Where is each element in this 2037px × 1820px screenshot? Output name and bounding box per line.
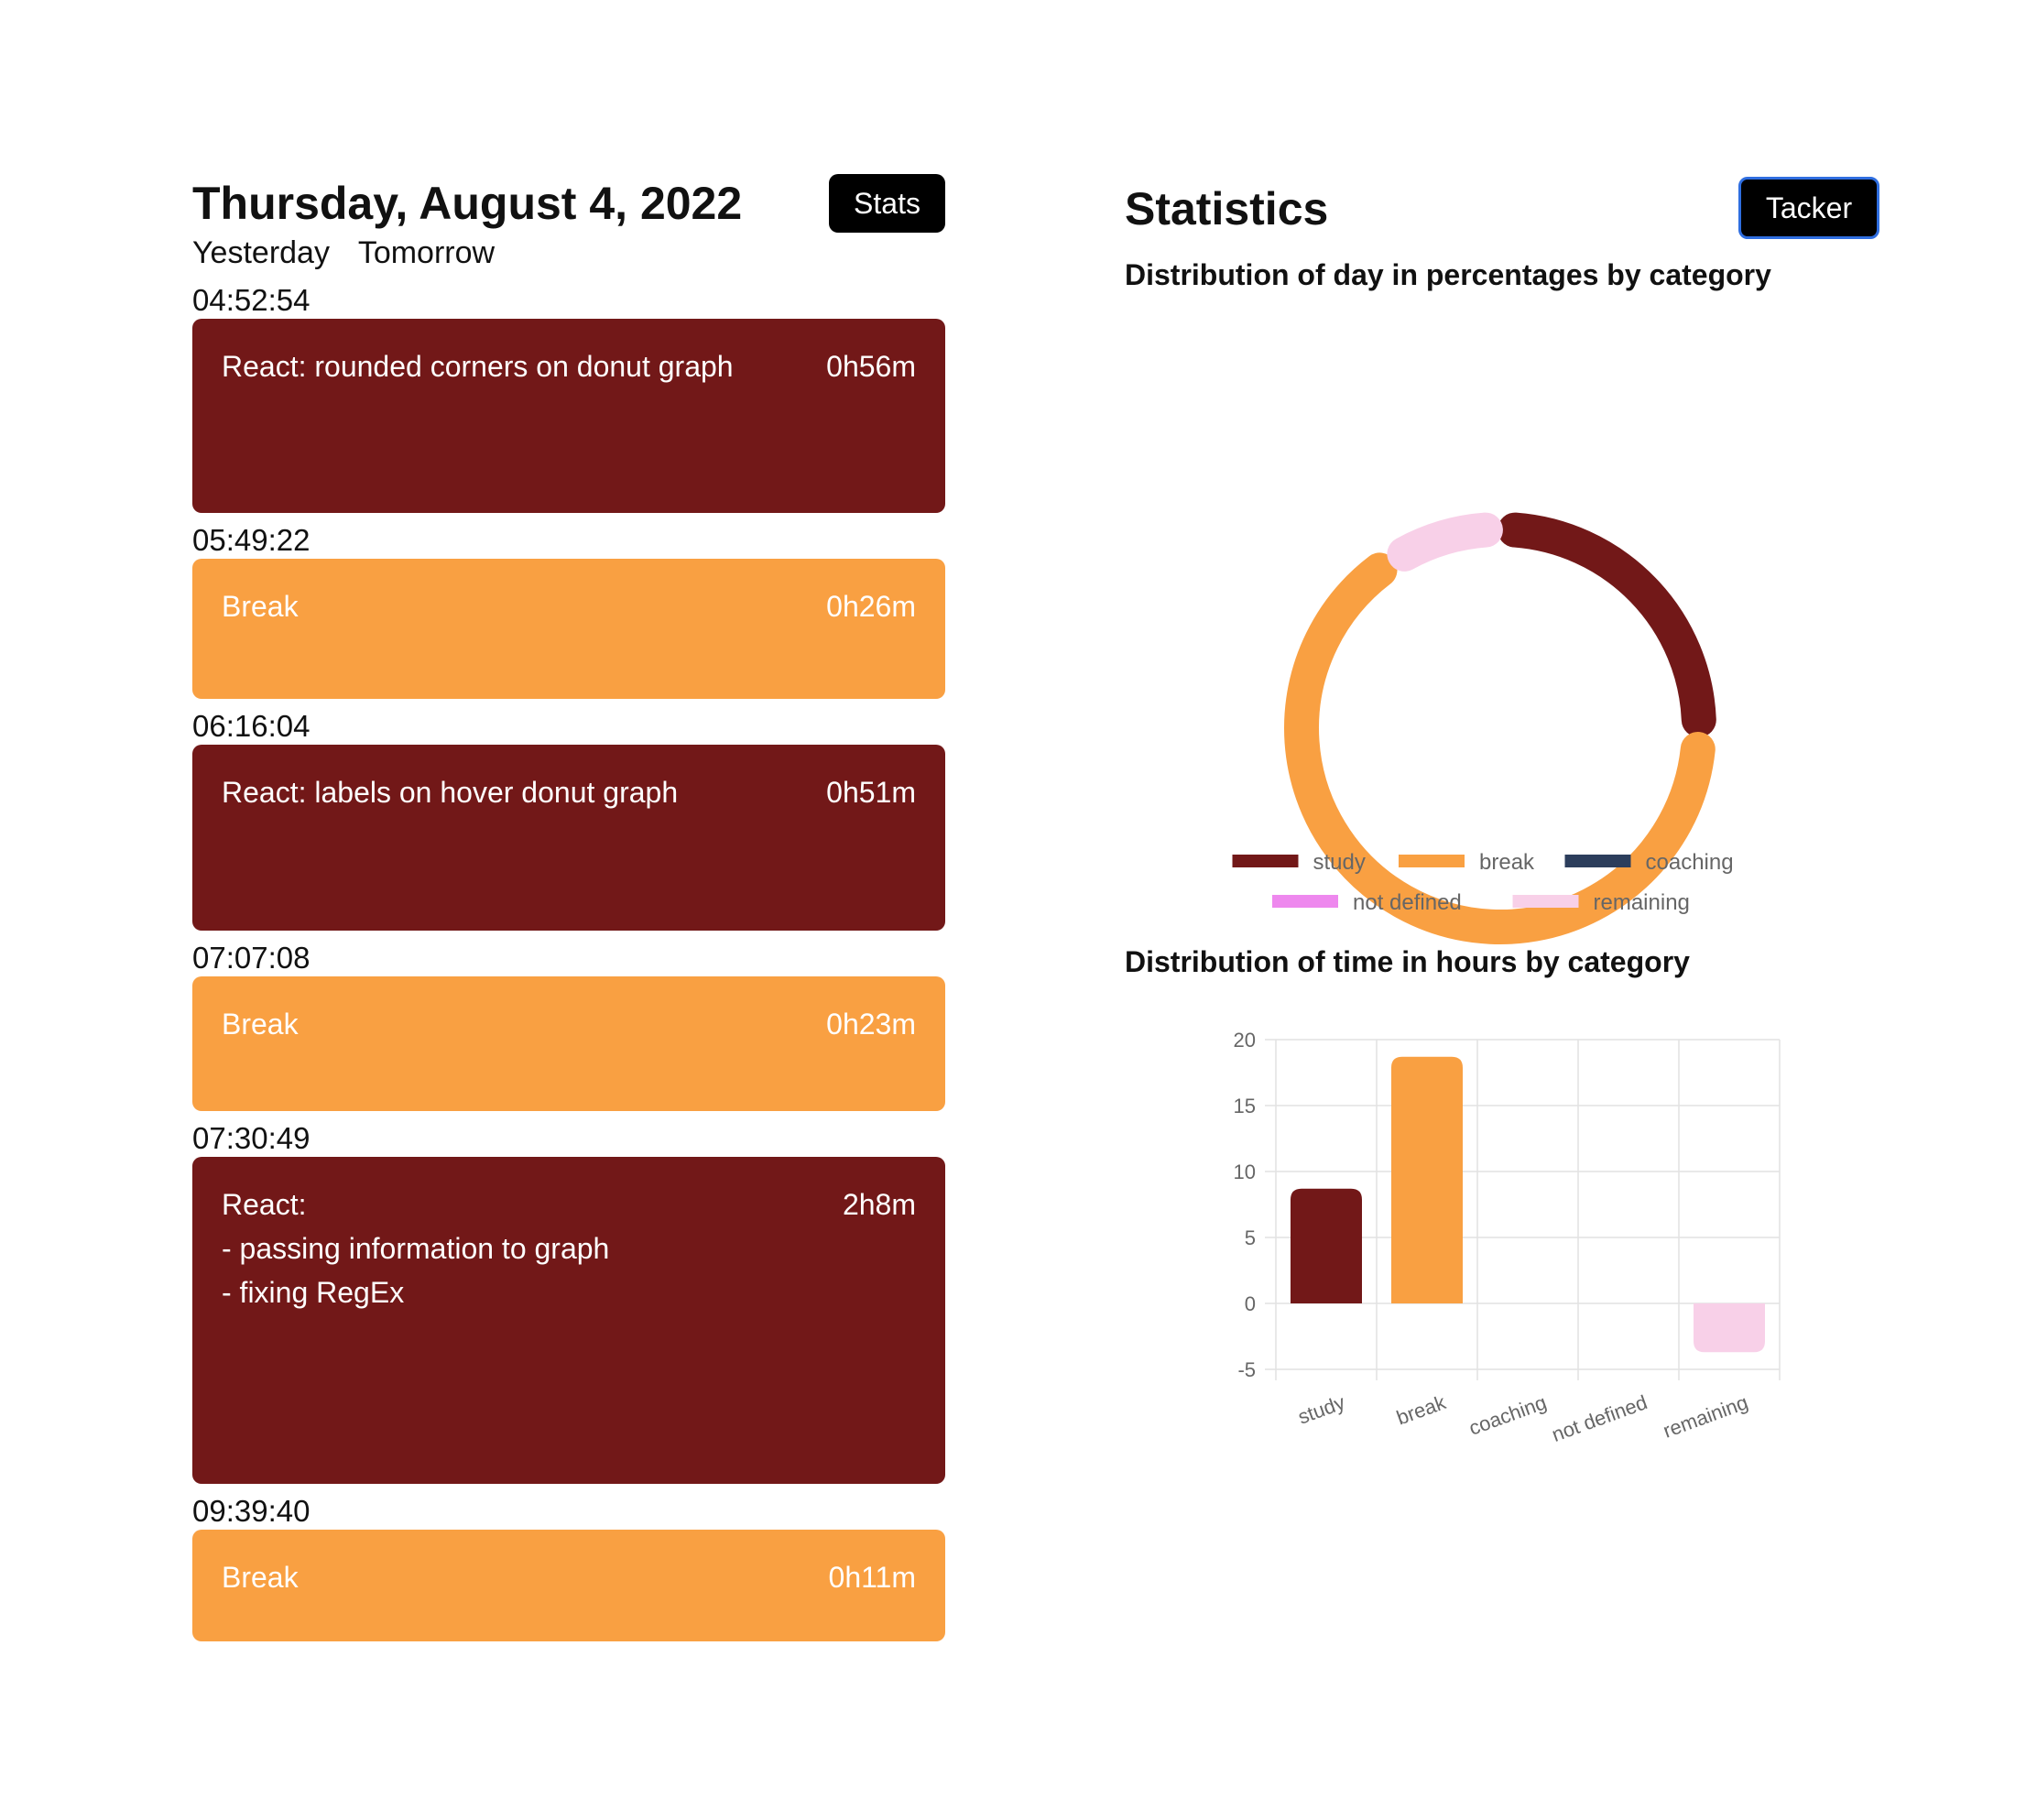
legend-swatch	[1564, 855, 1631, 867]
task-card[interactable]: Break 0h26m	[192, 559, 945, 699]
entry-start-time: 07:30:49	[192, 1121, 310, 1155]
y-tick-label: 0	[1245, 1292, 1256, 1315]
legend-swatch	[1232, 855, 1299, 867]
task-duration: 0h23m	[826, 1008, 916, 1041]
legend-swatch	[1399, 855, 1465, 867]
stats-button[interactable]: Stats	[829, 174, 945, 233]
bar-remaining[interactable]	[1694, 1303, 1765, 1353]
bar-chart: 20 15 10 5 0 -5 study break coaching not defined r…	[1234, 1029, 1781, 1446]
day-navigation: Yesterday Tomorrow	[192, 234, 515, 271]
x-tick-label: not defined	[1549, 1390, 1650, 1446]
y-tick-label: 5	[1245, 1226, 1256, 1249]
statistics-title: Statistics	[1125, 183, 1329, 234]
task-title: Break	[222, 1008, 299, 1041]
tomorrow-link[interactable]: Tomorrow	[357, 235, 496, 270]
task-duration: 0h56m	[826, 350, 916, 383]
date-title: Thursday, August 4, 2022	[192, 178, 743, 229]
donut-slice-break[interactable]	[1284, 552, 1716, 944]
task-title: React: labels on hover donut graph	[222, 776, 679, 809]
legend-label: study	[1313, 850, 1366, 875]
entry-start-time: 06:16:04	[192, 709, 310, 743]
x-tick-label: break	[1393, 1390, 1449, 1430]
legend-item-break[interactable]: break	[1399, 850, 1535, 875]
legend-label: coaching	[1646, 850, 1734, 875]
legend-item-coaching[interactable]: coaching	[1564, 850, 1734, 875]
bar-break[interactable]	[1391, 1056, 1463, 1303]
donut-slice-remaining[interactable]	[1387, 512, 1503, 572]
x-tick-label: study	[1295, 1390, 1348, 1428]
timeline: 04:52:54 React: rounded corners on donut…	[192, 282, 945, 1641]
yesterday-link[interactable]: Yesterday	[192, 235, 330, 270]
donut-chart: study break coaching not defined remaining	[1232, 512, 1734, 944]
task-title: React: rounded corners on donut graph	[222, 350, 734, 383]
legend-item-remaining[interactable]: remaining	[1512, 890, 1690, 915]
legend-item-not-defined[interactable]: not defined	[1272, 890, 1462, 915]
bar-chart-title: Distribution of time in hours by categor…	[1125, 945, 1690, 978]
legend-swatch	[1272, 895, 1338, 908]
task-title: React: - passing information to graph - …	[222, 1188, 610, 1309]
donut-slice-study[interactable]	[1498, 512, 1716, 737]
legend-label: break	[1479, 850, 1535, 875]
y-tick-label: 15	[1234, 1095, 1256, 1117]
task-card[interactable]: React: labels on hover donut graph 0h51m	[192, 745, 945, 931]
tacker-button[interactable]: Tacker	[1738, 177, 1879, 239]
entry-start-time: 04:52:54	[192, 283, 310, 317]
legend-label: remaining	[1594, 890, 1690, 915]
legend-swatch	[1512, 895, 1579, 908]
y-tick-label: 20	[1234, 1029, 1256, 1052]
y-tick-label: 10	[1234, 1161, 1256, 1183]
task-card[interactable]: Break 0h23m	[192, 976, 945, 1111]
task-duration: 0h26m	[826, 590, 916, 623]
legend-item-study[interactable]: study	[1232, 850, 1366, 875]
x-tick-label: coaching	[1465, 1390, 1549, 1440]
task-card[interactable]: React: - passing information to graph - …	[192, 1157, 945, 1484]
bar-study[interactable]	[1291, 1188, 1362, 1303]
task-card[interactable]: Break 0h11m	[192, 1530, 945, 1641]
donut-chart-title: Distribution of day in percentages by ca…	[1125, 258, 1771, 291]
x-tick-label: remaining	[1660, 1390, 1750, 1443]
task-card[interactable]: React: rounded corners on donut graph 0h…	[192, 319, 945, 513]
task-duration: 2h8m	[842, 1188, 916, 1221]
task-title: Break	[222, 590, 299, 623]
legend-label: not defined	[1353, 890, 1462, 915]
entry-start-time: 07:07:08	[192, 941, 310, 975]
entry-start-time: 05:49:22	[192, 523, 310, 557]
y-tick-label: -5	[1237, 1358, 1256, 1381]
entry-start-time: 09:39:40	[192, 1494, 310, 1528]
task-title: Break	[222, 1561, 299, 1594]
task-duration: 0h11m	[828, 1561, 916, 1594]
task-duration: 0h51m	[826, 776, 916, 809]
